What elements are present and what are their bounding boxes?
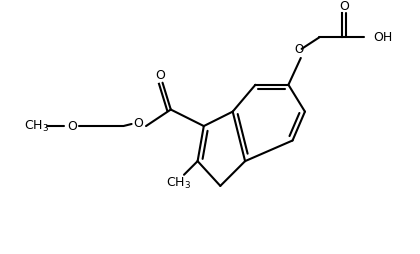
Text: O: O: [155, 69, 165, 82]
Text: O: O: [134, 118, 144, 131]
Text: CH$_3$: CH$_3$: [24, 119, 49, 134]
Text: O: O: [339, 0, 349, 13]
Text: OH: OH: [373, 31, 392, 44]
Text: CH$_3$: CH$_3$: [166, 176, 192, 191]
Text: O: O: [67, 120, 77, 133]
Text: O: O: [294, 43, 303, 56]
